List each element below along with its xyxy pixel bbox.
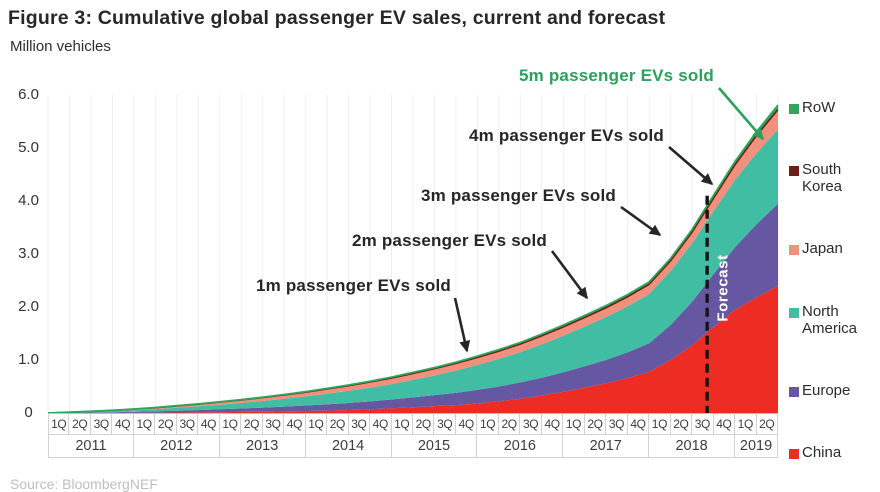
edge-line-row	[47, 104, 779, 414]
x-axis-quarter-cell: 1Q	[133, 414, 156, 434]
x-axis-year-cell: 2018	[649, 435, 736, 457]
legend-item: Japan	[789, 241, 877, 258]
x-axis-quarter-cell: 3Q	[692, 414, 714, 434]
x-axis-quarter-cell: 4Q	[112, 414, 134, 434]
x-axis-year-cell: 2017	[563, 435, 650, 457]
x-axis-quarter-cell: 1Q	[563, 414, 585, 434]
legend-label: China	[802, 444, 842, 462]
y-tick-label: 2.0	[18, 298, 39, 315]
x-axis-year-cell: 2014	[305, 435, 392, 457]
x-axis-quarter-cell: 4Q	[627, 414, 650, 434]
annotation-label: 5m passenger EVs sold	[518, 66, 714, 85]
legend-swatch-icon	[789, 104, 799, 114]
y-tick-label: 6.0	[18, 86, 39, 103]
annotation-label: 4m passenger EVs sold	[468, 126, 664, 145]
x-axis-quarter-cell: 3Q	[262, 414, 285, 434]
x-axis-quarter-cell: 3Q	[434, 414, 456, 434]
annotation-arrow	[453, 297, 471, 353]
legend-swatch-icon	[789, 449, 799, 460]
annotation-arrow	[718, 87, 764, 141]
x-axis-quarter-cell: 3Q	[606, 414, 628, 434]
x-axis-quarter-cell: 4Q	[455, 414, 478, 434]
x-axis-year-cell: 2019	[735, 435, 778, 457]
x-axis-quarter-cell: 1Q	[48, 414, 70, 434]
x-axis-year-cell: 2013	[219, 435, 306, 457]
y-tick-label: 0	[24, 404, 33, 421]
annotation-arrow	[668, 146, 714, 185]
x-axis-quarter-cell: 2Q	[327, 414, 349, 434]
x-axis-quarter-cell: 3Q	[90, 414, 113, 434]
x-axis-quarter-cell: 2Q	[756, 414, 778, 434]
x-axis-quarter-cell: 4Q	[541, 414, 564, 434]
y-tick-label: 5.0	[18, 139, 39, 156]
x-axis-quarter-cell: 2Q	[155, 414, 177, 434]
annotation-arrow	[620, 205, 662, 237]
x-axis-quarter-cell: 4Q	[370, 414, 392, 434]
legend-item: RoW	[789, 99, 877, 117]
y-axis-unit-label: Million vehicles	[10, 38, 111, 55]
area-band-north-america	[48, 129, 778, 413]
x-axis-quarter-cell: 2Q	[498, 414, 521, 434]
legend-label: South Korea	[802, 161, 843, 196]
x-axis-quarter-row: 1Q 2Q 3Q 4Q 1Q 2Q 3Q 4Q 1Q 2Q 3Q 4Q 1Q 2Q 3Q 4Q 1Q 2Q 3Q 4Q…	[48, 413, 778, 435]
x-axis-year-cell: 2011	[48, 435, 134, 457]
x-axis-quarter-cell: 4Q	[198, 414, 220, 434]
area-band-china	[48, 285, 778, 413]
x-axis-quarter-cell: 1Q	[735, 414, 757, 434]
annotation-label: 1m passenger EVs sold	[255, 276, 451, 295]
legend-label: Europe	[802, 381, 851, 399]
x-axis-quarter-cell: 1Q	[477, 414, 499, 434]
legend-item: North America	[789, 302, 877, 338]
legend-swatch-icon	[789, 386, 799, 397]
y-tick-label: 4.0	[18, 192, 39, 209]
legend: RoW South Korea Japan North America Europe Ch…	[789, 99, 877, 462]
x-axis-quarter-cell: 1Q	[649, 414, 671, 434]
legend-swatch-icon	[789, 166, 799, 177]
x-axis-quarter-cell: 2Q	[670, 414, 693, 434]
x-axis-quarter-cell: 3Q	[348, 414, 371, 434]
legend-item: Europe	[789, 381, 877, 400]
legend-label: Japan	[802, 240, 843, 258]
y-tick-label: 3.0	[18, 245, 39, 262]
x-axis-quarter-cell: 1Q	[219, 414, 242, 434]
legend-swatch-icon	[789, 307, 799, 318]
x-axis-quarter-cell: 1Q	[305, 414, 328, 434]
annotation-arrow	[550, 250, 589, 300]
legend-swatch-icon	[789, 245, 799, 256]
x-axis-year-row: 2011 2012 2013 2014 2015 2016 2017 2018 2019	[48, 435, 778, 458]
x-axis: 1Q 2Q 3Q 4Q 1Q 2Q 3Q 4Q 1Q 2Q 3Q 4Q 1Q 2Q 3Q 4Q 1Q 2Q 3Q 4Q…	[48, 413, 778, 458]
x-axis-year-cell: 2012	[133, 435, 220, 457]
annotation-label: 2m passenger EVs sold	[351, 231, 547, 250]
x-axis-quarter-cell: 3Q	[520, 414, 542, 434]
x-axis-quarter-cell: 1Q	[391, 414, 413, 434]
x-axis-quarter-cell: 2Q	[584, 414, 607, 434]
x-axis-quarter-cell: 4Q	[284, 414, 306, 434]
x-axis-year-cell: 2016	[477, 435, 564, 457]
annotation-label: 3m passenger EVs sold	[420, 186, 616, 205]
legend-item: China	[789, 444, 877, 462]
x-axis-quarter-cell: 4Q	[713, 414, 736, 434]
legend-label: North America	[802, 302, 858, 337]
x-axis-quarter-cell: 3Q	[176, 414, 199, 434]
figure-title: Figure 3: Cumulative global passenger EV…	[8, 7, 666, 29]
y-tick-label: 1.0	[18, 351, 39, 368]
legend-label: RoW	[802, 99, 836, 116]
x-axis-year-cell: 2015	[391, 435, 478, 457]
x-axis-quarter-cell: 2Q	[413, 414, 435, 434]
source-note: Source: BloombergNEF	[10, 476, 158, 492]
x-axis-quarter-cell: 2Q	[241, 414, 263, 434]
x-axis-quarter-cell: 2Q	[69, 414, 91, 434]
legend-item: South Korea	[789, 162, 877, 196]
